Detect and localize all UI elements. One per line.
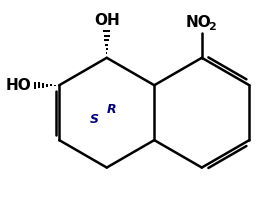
Text: NO: NO (186, 15, 212, 30)
Text: R: R (106, 103, 116, 116)
Text: HO: HO (6, 78, 32, 93)
Text: OH: OH (94, 13, 120, 28)
Text: 2: 2 (208, 21, 216, 32)
Text: S: S (90, 113, 99, 126)
